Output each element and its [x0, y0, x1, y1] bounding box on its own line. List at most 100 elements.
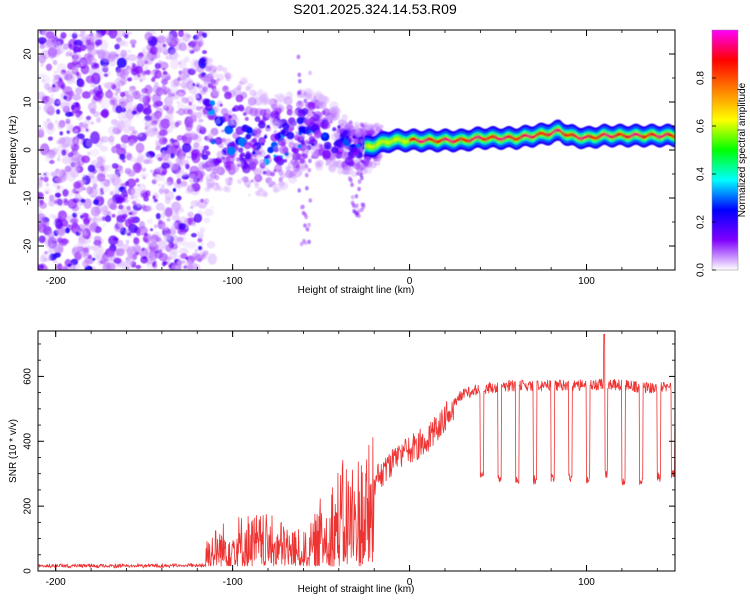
spectrogram-noise-cell [88, 171, 95, 178]
spectrogram-noise-cell [133, 237, 140, 245]
spectrogram-ridge-cell [534, 134, 537, 138]
spectrogram-noise-cell [93, 84, 99, 90]
spectrogram-transition-cell [358, 163, 366, 171]
snr-x-tick-label: 100 [578, 577, 595, 588]
spectrogram-noise-cell [153, 191, 158, 196]
spectrogram-noise-cell [126, 49, 132, 53]
spectrogram-ridge-cell [416, 138, 419, 142]
spectrogram-ridge-cell [440, 139, 442, 143]
spectrogram-noise-cell [72, 172, 76, 177]
spectrogram-ridge-cell [378, 141, 380, 145]
spectrogram-ridge-cell [368, 144, 371, 148]
spectrogram-ridge-cell [595, 136, 597, 140]
spectrogram-transition-cell [244, 116, 249, 121]
spectrogram-transition-cell [258, 137, 266, 145]
spectrogram-noise-cell [107, 88, 112, 93]
spectrogram-noise-cell [108, 235, 119, 246]
spectrogram-noise-cell [66, 143, 71, 147]
spectrogram-transition-cell [249, 107, 259, 117]
spectrogram-noise-cell [182, 33, 190, 43]
spectrogram-transition-cell [323, 141, 332, 150]
spectrogram-noise-cell [151, 53, 158, 60]
spectrogram-noise-cell [53, 35, 58, 40]
spectrogram-ridge-cell [535, 133, 538, 138]
spectrogram-noise-cell [177, 92, 184, 97]
spectrogram-noise-cell [170, 225, 177, 232]
spectrogram-noise-cell [188, 79, 194, 84]
spectrogram-noise-cell [177, 103, 186, 110]
spectrogram-noise-cell [89, 89, 96, 95]
spectrogram-transition-cell [259, 108, 267, 116]
spectrogram-noise-cell [56, 109, 61, 115]
spectrogram-noise-cell [189, 40, 198, 46]
spectrogram-noise-cell [154, 139, 159, 145]
spectrogram-noise-cell [74, 128, 79, 134]
spectrogram-noise-cell [135, 178, 140, 183]
spectrogram-ridge-cell [496, 136, 498, 140]
spectrogram-tail-cell [303, 91, 308, 96]
spectrogram-ridge-cell [371, 145, 373, 149]
spectrogram-ridge-cell [520, 135, 523, 139]
spectrogram-ridge-cell [635, 132, 637, 136]
spectrogram-noise-cell [179, 180, 188, 188]
spectrogram-ridge-cell [364, 144, 367, 148]
spectrogram-transition-cell [322, 133, 327, 139]
spectrogram-noise-cell [167, 91, 172, 96]
spectrogram-ridge-cell [616, 133, 618, 137]
spectrogram-noise-cell [118, 196, 125, 204]
spectrogram-noise-cell [150, 112, 160, 124]
spectrogram-noise-cell [80, 198, 86, 203]
spectrogram-ridge-cell [670, 133, 672, 137]
spectrogram-noise-cell [157, 239, 167, 250]
spectrogram-noise-cell [199, 126, 204, 131]
spectrogram-y-tick-label: 10 [23, 96, 34, 108]
spectrogram-noise-cell [168, 120, 175, 126]
spectrogram-noise-cell [52, 259, 58, 264]
spectrogram-noise-cell [154, 224, 158, 229]
spectrogram-ridge-cell [540, 131, 543, 135]
spectrogram-transition-cell [216, 64, 224, 72]
spectrogram-transition-cell [366, 124, 373, 131]
spectrogram-noise-cell [146, 218, 153, 225]
spectrogram-noise-cell [69, 265, 74, 270]
spectrogram-x-tick-label: 100 [578, 276, 595, 287]
spectrogram-ridge-cell [600, 133, 602, 138]
spectrogram-noise-cell [115, 105, 123, 114]
spectrogram-noise-cell [187, 46, 193, 52]
spectrogram-transition-cell [253, 154, 257, 158]
spectrogram-ridge-cell [433, 139, 436, 143]
spectrogram-transition-cell [277, 131, 282, 136]
spectrogram-noise-cell [161, 170, 167, 175]
spectrogram-ridge-cell [485, 137, 488, 141]
spectrogram-ridge-cell [586, 134, 589, 139]
spectrogram-ridge-cell [655, 134, 658, 138]
spectrogram-noise-cell [52, 73, 57, 78]
spectrogram-noise-cell [126, 178, 137, 188]
spectrogram-noise-cell [106, 173, 110, 178]
spectrogram-ridge-cell [618, 132, 620, 136]
spectrogram-ridge-cell [530, 135, 532, 139]
spectrogram-noise-cell [137, 153, 144, 162]
spectrogram-tail-cell [307, 239, 311, 245]
spectrogram-noise-cell [177, 38, 184, 44]
spectrogram-noise-cell [73, 39, 84, 47]
spectrogram-noise-cell [161, 162, 171, 169]
spectrogram-noise-cell [54, 219, 63, 230]
spectrogram-y-axis-title: Frequency (Hz) [8, 116, 19, 185]
spectrogram-noise-cell [100, 206, 109, 215]
spectrogram-noise-cell [197, 245, 203, 251]
spectrogram-ridge-cell [459, 137, 461, 141]
spectrogram-noise-cell [207, 253, 218, 265]
spectrogram-ridge-cell [636, 132, 638, 137]
spectrogram-transition-cell [268, 98, 278, 107]
spectrogram-ridge-cell [565, 133, 567, 137]
spectrogram-noise-cell [87, 102, 97, 112]
spectrogram-transition-cell [203, 74, 211, 82]
spectrogram-transition-cell [279, 145, 289, 155]
spectrogram-ridge-cell [498, 137, 500, 141]
spectrogram-ridge-cell [470, 138, 473, 142]
spectrogram-noise-cell [38, 53, 47, 64]
spectrogram-ridge-cell [410, 137, 412, 142]
spectrogram-noise-cell [111, 163, 119, 169]
spectrogram-noise-cell [142, 118, 147, 122]
